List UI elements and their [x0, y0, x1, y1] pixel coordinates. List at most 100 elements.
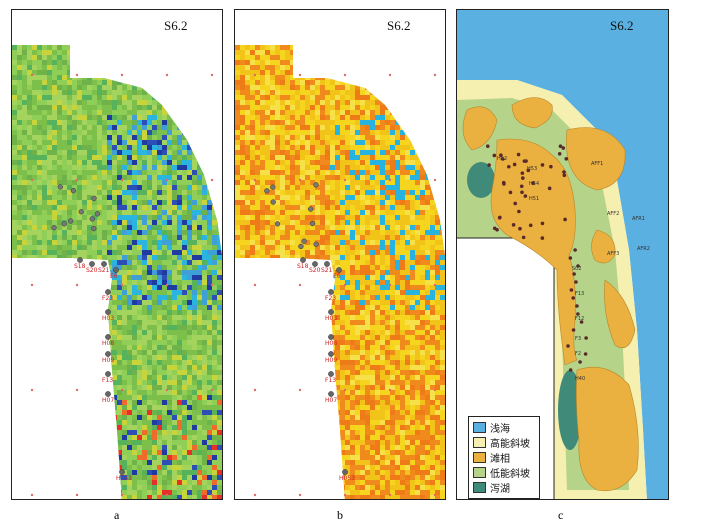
well-marker — [559, 144, 563, 148]
well-marker — [270, 185, 275, 190]
zone-shoal — [576, 367, 638, 491]
panel-c-label: c — [558, 508, 563, 523]
grid-marker — [254, 389, 256, 391]
well-marker — [584, 352, 588, 356]
legend-swatch-shallow-sea — [473, 422, 486, 433]
well-marker — [517, 210, 521, 214]
well-label: H08 — [102, 340, 114, 347]
well-label: H51 — [529, 196, 539, 202]
well-marker — [105, 391, 110, 396]
grid-marker — [211, 179, 213, 181]
well-label: S18 — [297, 263, 309, 270]
grid-marker — [76, 74, 78, 76]
grid-marker — [434, 284, 436, 286]
well-label: H08 — [325, 340, 337, 347]
well-marker — [562, 170, 566, 174]
well-label: E6 — [333, 273, 341, 280]
legend-item: 泻湖 — [473, 480, 535, 495]
well-marker — [302, 239, 307, 244]
legend-label: 滩相 — [490, 450, 510, 465]
well-marker — [264, 188, 269, 193]
well-marker — [558, 152, 562, 156]
legend-swatch-low-energy-slope — [473, 467, 486, 478]
well-marker — [573, 248, 577, 252]
well-marker — [575, 304, 579, 308]
well-marker — [521, 176, 525, 180]
well-label: F13 — [575, 291, 584, 297]
well-label: H07 — [102, 397, 114, 404]
well-marker — [529, 223, 533, 227]
well-marker — [77, 257, 82, 262]
grid-marker — [121, 494, 123, 496]
well-marker — [310, 221, 315, 226]
well-marker — [328, 334, 333, 339]
grid-marker — [211, 494, 213, 496]
grid-marker — [344, 74, 346, 76]
legend-item: 滩相 — [473, 450, 535, 465]
facies-legend: 浅海 高能斜坡 滩相 低能斜坡 泻湖 — [468, 416, 540, 499]
well-marker — [493, 154, 497, 158]
well-marker — [569, 368, 573, 372]
well-marker — [71, 188, 76, 193]
well-marker — [541, 163, 545, 167]
legend-swatch-lagoon — [473, 482, 486, 493]
panel-a-label: a — [114, 508, 119, 523]
grid-marker — [76, 494, 78, 496]
well-marker — [62, 221, 67, 226]
well-label: S02 — [572, 266, 582, 272]
well-marker — [507, 165, 511, 169]
well-marker — [314, 242, 319, 247]
well-marker — [101, 261, 106, 266]
well-label: F23 — [325, 295, 336, 302]
well-label: H09 — [102, 357, 114, 364]
grid-marker — [31, 494, 33, 496]
well-marker — [105, 351, 110, 356]
panel-b-title: S6.2 — [387, 18, 410, 34]
panel-b-label: b — [337, 508, 343, 523]
grid-marker — [76, 389, 78, 391]
grid-marker — [166, 74, 168, 76]
grid-marker — [389, 284, 391, 286]
well-marker — [584, 336, 588, 340]
well-marker — [572, 328, 576, 332]
well-marker — [275, 221, 280, 226]
well-marker — [95, 211, 100, 216]
grid-marker — [76, 284, 78, 286]
grid-marker — [299, 284, 301, 286]
grid-marker — [166, 389, 168, 391]
well-marker — [513, 163, 517, 167]
grid-marker — [31, 179, 33, 181]
grid-marker — [434, 179, 436, 181]
well-label: H53 — [527, 166, 537, 172]
well-marker — [574, 280, 578, 284]
well-label: AFF3 — [607, 251, 619, 257]
well-marker — [328, 351, 333, 356]
panel-c-title: S6.2 — [610, 18, 633, 34]
legend-item: 高能斜坡 — [473, 435, 535, 450]
well-marker — [68, 219, 73, 224]
legend-label: 高能斜坡 — [490, 435, 530, 450]
legend-item: 低能斜坡 — [473, 465, 535, 480]
well-label: F23 — [102, 295, 113, 302]
well-label: F2 — [575, 351, 581, 357]
well-marker — [513, 202, 517, 206]
grid-marker — [434, 494, 436, 496]
well-marker — [486, 144, 490, 148]
grid-marker — [254, 284, 256, 286]
well-marker — [498, 216, 502, 220]
well-marker — [92, 196, 97, 201]
well-marker — [541, 222, 545, 226]
grid-marker — [344, 284, 346, 286]
grid-marker — [121, 389, 123, 391]
grid-marker — [434, 389, 436, 391]
well-label: S21 — [321, 267, 333, 274]
legend-swatch-high-energy-slope — [473, 437, 486, 448]
legend-label: 浅海 — [490, 420, 510, 435]
grid-marker — [344, 389, 346, 391]
well-marker — [509, 191, 513, 195]
well-label: S20 — [86, 267, 98, 274]
well-label: F3 — [575, 336, 581, 342]
